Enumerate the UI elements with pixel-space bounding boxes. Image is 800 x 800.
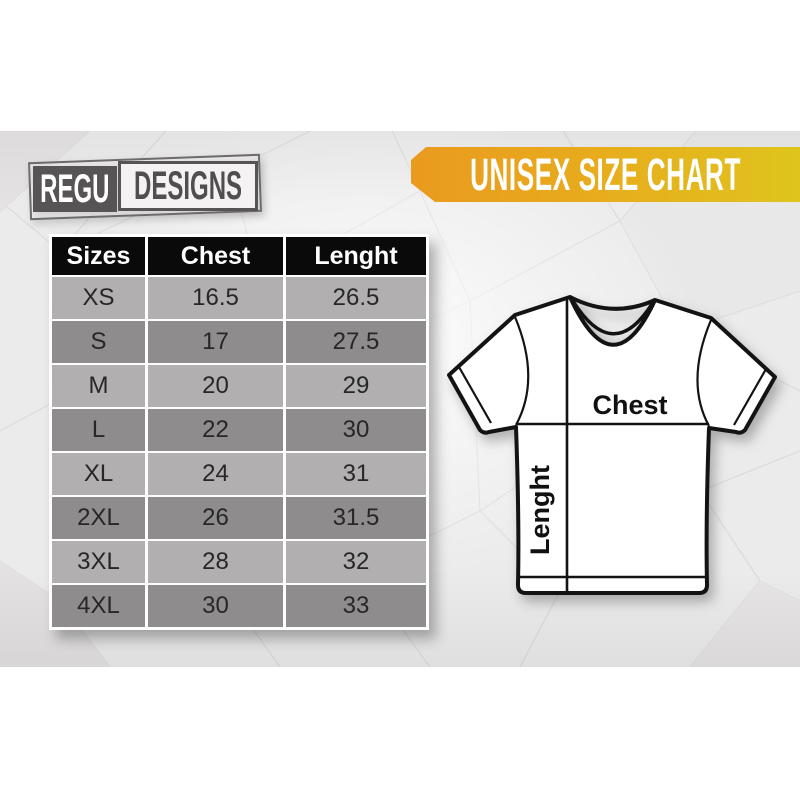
size-cell: M	[52, 365, 145, 407]
length-cell: 31.5	[286, 497, 426, 539]
length-cell: 27.5	[286, 321, 426, 363]
logo-box-regu: REGU	[33, 166, 117, 212]
brand-logo: REGU DESIGNS	[28, 153, 262, 221]
page-title: UNISEX SIZE CHART	[470, 148, 741, 200]
tshirt-diagram: Chest Lenght	[447, 295, 777, 595]
length-cell: 32	[286, 541, 426, 583]
armhole-seam-right	[696, 319, 713, 427]
content-band: REGU DESIGNS UNISEX SIZE CHART Sizes Che…	[0, 131, 800, 667]
length-cell: 30	[286, 409, 426, 451]
size-cell: 4XL	[52, 585, 145, 627]
collar-rib-line	[571, 300, 654, 336]
size-cell: 3XL	[52, 541, 145, 583]
chest-cell: 17	[148, 321, 283, 363]
size-cell: XL	[52, 453, 145, 495]
title-banner: UNISEX SIZE CHART	[411, 147, 800, 202]
length-cell: 31	[286, 453, 426, 495]
chest-label: Chest	[592, 390, 667, 420]
size-cell: 2XL	[52, 497, 145, 539]
armhole-seam-left	[513, 316, 530, 426]
size-cell: L	[52, 409, 145, 451]
size-cell: XS	[52, 277, 145, 319]
length-label: Lenght	[525, 465, 555, 555]
chest-cell: 24	[148, 453, 283, 495]
length-cell: 29	[286, 365, 426, 407]
col-header-length: Lenght	[286, 237, 426, 275]
logo-text-regu: REGU	[40, 166, 110, 211]
size-cell: S	[52, 321, 145, 363]
collar-back-line	[569, 295, 656, 311]
size-table: Sizes Chest Lenght XS 16.5 26.5 S 17 27.…	[49, 234, 429, 630]
col-header-chest: Chest	[148, 237, 283, 275]
cuff-seam-left	[458, 366, 492, 424]
chest-cell: 22	[148, 409, 283, 451]
col-header-sizes: Sizes	[52, 237, 145, 275]
length-cell: 33	[286, 585, 426, 627]
length-cell: 26.5	[286, 277, 426, 319]
logo-boxes: REGU DESIGNS	[33, 161, 258, 216]
chest-cell: 30	[148, 585, 283, 627]
chest-cell: 20	[148, 365, 283, 407]
logo-box-designs: DESIGNS	[118, 161, 258, 211]
cuff-seam-right	[733, 368, 767, 426]
chest-cell: 26	[148, 497, 283, 539]
tshirt-outline	[447, 295, 777, 595]
logo-text-designs: DESIGNS	[133, 163, 243, 208]
chest-cell: 16.5	[148, 277, 283, 319]
chest-cell: 28	[148, 541, 283, 583]
